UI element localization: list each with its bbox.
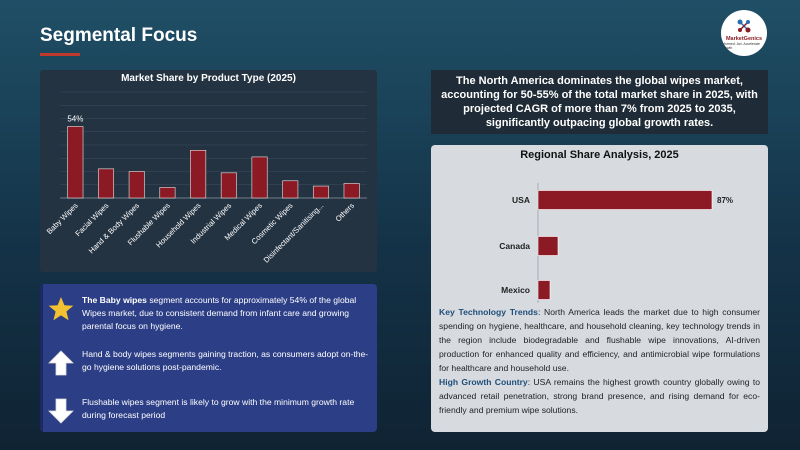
title-underline bbox=[40, 53, 80, 56]
insight-text: Flushable wipes segment is likely to gro… bbox=[82, 397, 355, 420]
bar-Household Wipes bbox=[190, 150, 207, 199]
highlight-text: The North America dominates the global w… bbox=[441, 75, 758, 129]
highlight-box: The North America dominates the global w… bbox=[431, 70, 768, 134]
data-label-USA: 87% bbox=[717, 196, 733, 205]
insight-bold: The Baby wipes bbox=[82, 295, 147, 305]
tick-label-Canada: Canada bbox=[499, 241, 530, 251]
product-chart-panel: Market Share by Product Type (2025) Baby… bbox=[40, 70, 377, 272]
bar-Mexico bbox=[537, 280, 551, 300]
tick-label-Mexico: Mexico bbox=[501, 285, 530, 295]
tick-label-Disinfectant/Sanitising...: Disinfectant/Sanitising... bbox=[262, 201, 326, 265]
insights-accent-bar bbox=[40, 284, 43, 432]
arrow-up-icon bbox=[48, 350, 74, 376]
tick-label-USA: USA bbox=[512, 195, 530, 205]
key-trends-paragraph: Key Technology Trends: North America lea… bbox=[439, 305, 760, 375]
molecule-icon bbox=[737, 19, 751, 33]
key-trends-label: Key Technology Trends bbox=[439, 307, 538, 317]
insight-item: The Baby wipes segment accounts for appr… bbox=[48, 294, 369, 333]
growth-text: : USA remains the highest growth country… bbox=[439, 377, 760, 415]
regional-text: Key Technology Trends: North America lea… bbox=[439, 305, 760, 417]
bar-Medical Wipes bbox=[251, 156, 268, 199]
data-label-Baby Wipes: 54% bbox=[67, 114, 83, 123]
regional-chart-title: Regional Share Analysis, 2025 bbox=[520, 149, 679, 161]
regional-panel: Regional Share Analysis, 2025 USA 87% Cana… bbox=[431, 145, 768, 432]
growth-paragraph: High Growth Country: USA remains the hig… bbox=[439, 375, 760, 417]
bar-Canada bbox=[537, 236, 559, 256]
key-trends-text: : North America leads the market due to … bbox=[439, 307, 760, 373]
bar-Flushable Wipes bbox=[159, 187, 176, 199]
insight-item: Flushable wipes segment is likely to gro… bbox=[48, 396, 369, 424]
bar-Hand & Body Wipes bbox=[128, 171, 145, 199]
tick-label-Others: Others bbox=[334, 201, 357, 224]
page-title: Segmental Focus bbox=[40, 25, 198, 46]
bar-USA bbox=[537, 190, 713, 210]
insight-text: Hand & body wipes segments gaining tract… bbox=[82, 349, 369, 372]
growth-label: High Growth Country bbox=[439, 377, 528, 387]
logo-brand: MarketGenics bbox=[725, 36, 763, 42]
product-type-bar-chart: Market Share by Product Type (2025) Baby… bbox=[45, 73, 367, 265]
bar-Disinfectant/Sanitising... bbox=[312, 185, 329, 199]
logo-tagline: Informed. Act. Accelerate Growth bbox=[721, 42, 760, 50]
arrow-down-icon bbox=[48, 398, 74, 424]
regional-bar-chart: USA 87% Canada Mexico bbox=[499, 183, 733, 303]
insights-panel: The Baby wipes segment accounts for appr… bbox=[40, 284, 377, 432]
bar-Facial Wipes bbox=[98, 168, 115, 199]
product-chart-title: Market Share by Product Type (2025) bbox=[121, 73, 296, 84]
bar-Baby Wipes bbox=[67, 126, 84, 199]
insight-item: Hand & body wipes segments gaining tract… bbox=[48, 348, 369, 376]
bar-Others bbox=[343, 183, 360, 199]
company-logo: MarketGenics Informed. Act. Accelerate G… bbox=[721, 10, 767, 56]
bar-Industrial Wipes bbox=[220, 172, 237, 199]
star-icon bbox=[48, 297, 74, 321]
bar-Cosmetic Wipes bbox=[282, 180, 299, 199]
insight-text: segment accounts for approximately 54% o… bbox=[82, 295, 357, 331]
